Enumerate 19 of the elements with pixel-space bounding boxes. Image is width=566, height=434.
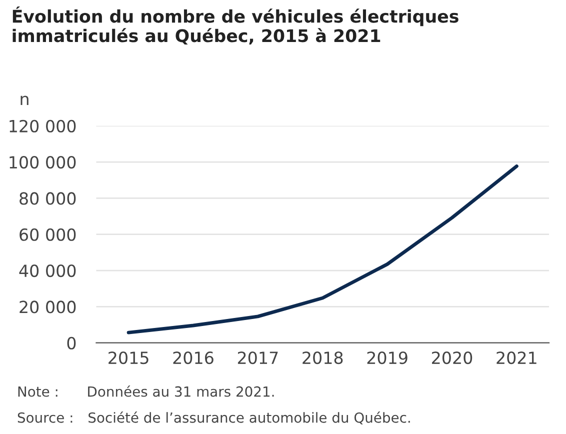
- y-tick-label: 120 000: [10, 120, 76, 132]
- chart-title: Évolution du nombre de véhicules électriques immatriculés au Québec, 2015 à 2021: [12, 6, 458, 45]
- x-tick-label: 2019: [367, 351, 408, 364]
- x-tick-label: 2018: [302, 351, 343, 364]
- y-axis-title: n: [20, 96, 28, 106]
- x-tick-label: 2017: [238, 351, 278, 364]
- x-tick-label: 2020: [432, 351, 472, 364]
- y-tick-label: 60 000: [20, 228, 76, 241]
- line-series: [126, 164, 518, 334]
- x-tick-label: 2016: [173, 351, 214, 364]
- y-tick-label: 20 000: [20, 300, 76, 314]
- x-tick-label: 2021: [496, 351, 536, 364]
- x-tick-label: 2015: [108, 351, 148, 364]
- y-tick-label: 80 000: [20, 192, 76, 205]
- source-note: Source : Société de l’assurance automobile du Québec.: [18, 412, 410, 424]
- y-tick-label: 40 000: [19, 264, 76, 278]
- y-tick-label: 0: [67, 336, 76, 350]
- y-tick-label: 100 000: [10, 156, 76, 169]
- text: Note : Données au 31 mars 2021.: [18, 385, 274, 397]
